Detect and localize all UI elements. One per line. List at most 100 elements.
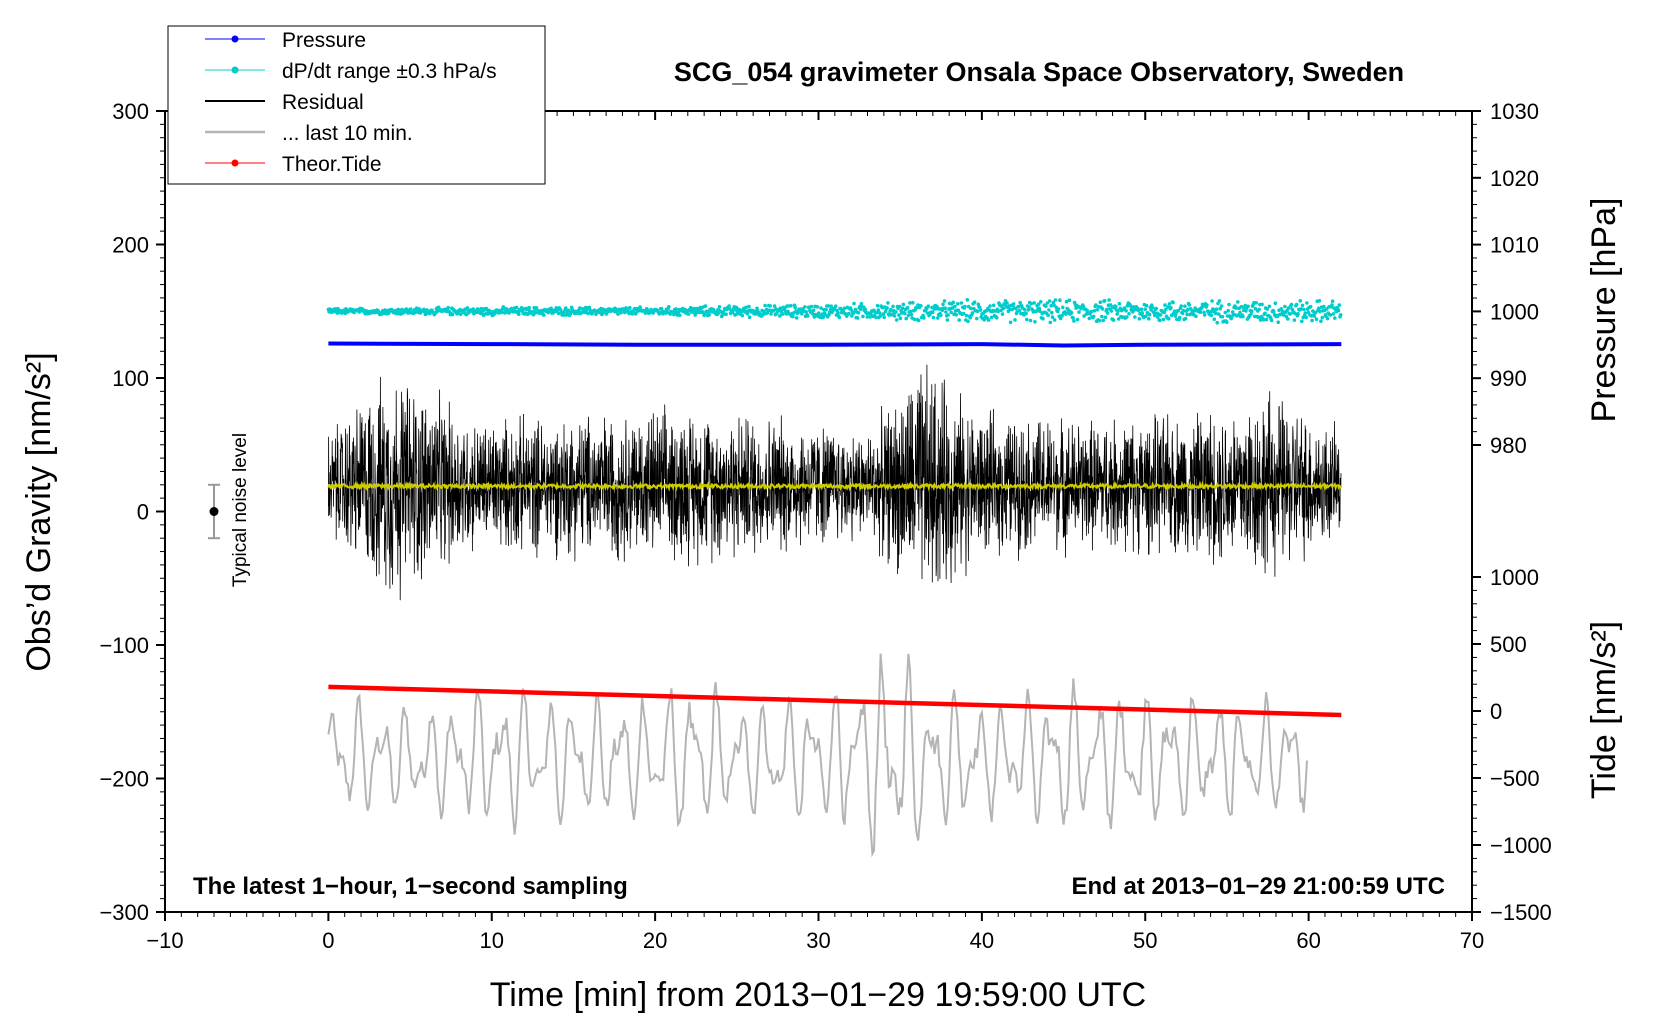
- dpdt-point: [1081, 304, 1086, 309]
- dpdt-point: [1272, 309, 1276, 314]
- dpdt-point: [885, 306, 889, 310]
- dpdt-point: [1331, 312, 1336, 316]
- dpdt-point: [1312, 314, 1317, 318]
- dpdt-point: [1144, 314, 1148, 319]
- dpdt-point: [1289, 302, 1294, 307]
- y-left-tick-label-6: −300: [99, 900, 149, 925]
- dpdt-point: [1158, 313, 1163, 317]
- dpdt-point: [897, 313, 901, 317]
- x-tick-label-0: −10: [146, 928, 183, 953]
- dpdt-point: [791, 314, 795, 319]
- legend-item-last-10-min: ... last 10 min.: [205, 122, 413, 145]
- dpdt-point: [809, 304, 814, 309]
- dpdt-point: [683, 307, 687, 312]
- dpdt-point: [859, 301, 864, 306]
- dpdt-point: [1036, 302, 1041, 307]
- dpdt-point: [1143, 307, 1147, 312]
- dpdt-point: [945, 318, 950, 322]
- dpdt-point: [876, 308, 881, 312]
- dpdt-point: [558, 308, 563, 312]
- dpdt-point: [842, 306, 847, 311]
- dpdt-point: [972, 300, 977, 305]
- dpdt-point: [975, 316, 979, 321]
- y-left-tick-label-0: 300: [112, 99, 149, 124]
- legend-item-residual: Residual: [205, 91, 364, 114]
- dpdt-point: [821, 315, 825, 320]
- dpdt-point: [875, 303, 880, 308]
- legend-label-pressure: Pressure: [282, 29, 366, 52]
- dpdt-point: [900, 306, 905, 311]
- dpdt-point: [1209, 313, 1214, 318]
- dpdt-point: [1202, 313, 1207, 317]
- dpdt-point: [728, 307, 732, 311]
- dpdt-point: [1101, 318, 1106, 323]
- dpdt-point: [1183, 304, 1187, 309]
- dpdt-point: [408, 307, 413, 311]
- dpdt-point: [569, 305, 574, 310]
- dpdt-point: [1244, 309, 1248, 313]
- dpdt-point: [645, 308, 650, 312]
- dpdt-point: [727, 304, 731, 308]
- dpdt-point: [881, 312, 886, 316]
- x-tick-label-8: 70: [1460, 928, 1484, 953]
- x-axis-title: Time [min] from 2013−01−29 19:59:00 UTC: [490, 976, 1146, 1014]
- dpdt-point: [897, 304, 902, 309]
- y-left-tick-label-1: 200: [112, 233, 149, 258]
- dpdt-point: [1046, 313, 1050, 318]
- legend-marker-theor-tide: [231, 159, 239, 167]
- dpdt-point: [1087, 316, 1092, 321]
- dpdt-point: [1250, 309, 1254, 314]
- dpdt-point: [1186, 307, 1190, 312]
- dpdt-point: [908, 309, 913, 314]
- dpdt-point: [769, 312, 773, 316]
- dpdt-point: [965, 298, 970, 302]
- dpdt-point: [772, 304, 777, 308]
- dpdt-point: [1147, 317, 1151, 321]
- dpdt-point: [1152, 313, 1157, 318]
- series-residual-smoothed-line: [327, 480, 1343, 492]
- dpdt-point: [1292, 318, 1297, 322]
- dpdt-point: [1241, 314, 1245, 319]
- dpdt-point: [587, 305, 592, 310]
- dpdt-point: [836, 311, 840, 315]
- dpdt-point: [1064, 299, 1069, 304]
- x-tick-label-2: 10: [480, 928, 504, 953]
- dpdt-point: [1319, 319, 1323, 324]
- legend-label-residual: Residual: [282, 91, 364, 114]
- dpdt-point: [578, 306, 582, 310]
- dpdt-point: [1072, 319, 1076, 323]
- dpdt-point: [936, 316, 940, 320]
- dpdt-point: [1122, 306, 1127, 310]
- dpdt-point: [994, 316, 999, 320]
- y-axis-title-tide: Tide [nm/s²]: [1585, 621, 1623, 799]
- noise-level-label: Typical noise level: [230, 433, 251, 587]
- plot-area: [208, 298, 1343, 858]
- dpdt-point: [1053, 298, 1058, 302]
- dpdt-point: [1325, 316, 1330, 321]
- dpdt-point: [1281, 313, 1286, 317]
- dpdt-point: [1108, 303, 1113, 307]
- dpdt-point: [803, 305, 807, 309]
- dpdt-point: [942, 299, 947, 303]
- dpdt-point: [1100, 307, 1105, 311]
- dpdt-point: [1234, 306, 1239, 310]
- dpdt-point: [863, 307, 867, 312]
- dpdt-point: [450, 312, 455, 317]
- dpdt-point: [674, 307, 678, 311]
- dpdt-point: [978, 308, 983, 312]
- dpdt-point: [1296, 312, 1300, 316]
- legend-label-dpdt: dP/dt range ±0.3 hPa/s: [282, 60, 497, 83]
- dpdt-point: [1039, 300, 1043, 304]
- dpdt-point: [717, 305, 722, 309]
- dpdt-point: [1218, 306, 1222, 311]
- dpdt-point: [1305, 301, 1309, 305]
- dpdt-point: [1069, 311, 1074, 315]
- y-tide-tick-label-5: −1500: [1490, 900, 1552, 925]
- dpdt-point: [855, 316, 860, 320]
- dpdt-point: [779, 309, 784, 313]
- dpdt-point: [747, 315, 752, 320]
- dpdt-point: [926, 304, 931, 309]
- annotation-sampling: The latest 1−hour, 1−second sampling: [193, 873, 628, 900]
- dpdt-point: [1100, 314, 1104, 319]
